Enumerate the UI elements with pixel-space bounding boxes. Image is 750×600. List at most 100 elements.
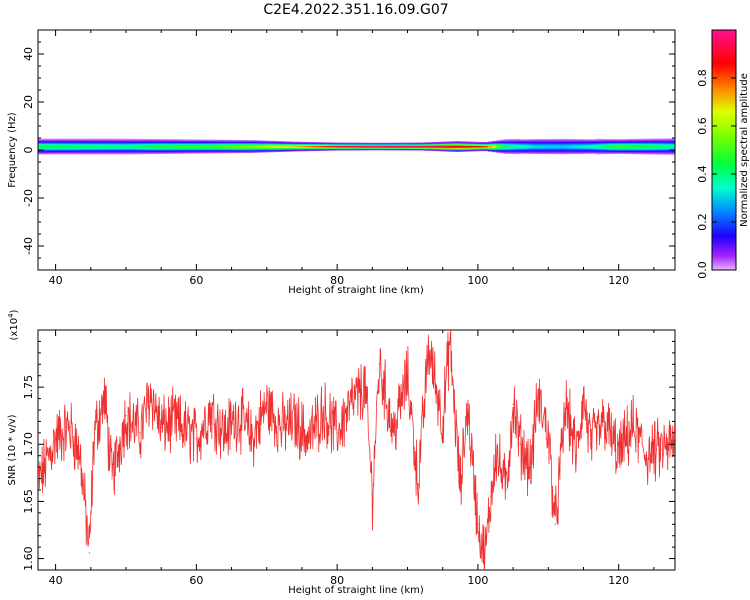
spectrogram-cell (249, 149, 254, 151)
spectrogram-cell (249, 146, 254, 148)
spectrogram-cell (611, 144, 616, 146)
spectrogram-cell (639, 139, 644, 141)
spectrogram-cell (117, 139, 123, 141)
spectrogram-cell (667, 146, 672, 148)
spectrogram-cell (563, 149, 568, 151)
spectrogram-cell (607, 145, 612, 147)
spectrogram-cell (639, 140, 644, 142)
spectrogram-cell (647, 143, 652, 145)
spectrogram-cell (499, 143, 505, 144)
spectrogram-cell (205, 148, 210, 150)
spectrogram-cell (233, 143, 238, 145)
spectrogram-cell (241, 148, 246, 150)
spectrogram-cell (460, 150, 465, 152)
spectrogram-cell (547, 149, 552, 151)
spectrogram-cell (193, 142, 198, 144)
spectrogram-cell (567, 149, 572, 151)
spectrogram-cell (276, 144, 282, 146)
spectrogram-cell (113, 143, 119, 145)
spectrogram-cell (571, 140, 576, 142)
spectrogram-cell (61, 145, 67, 147)
spectrogram-cell (193, 139, 198, 141)
spectrogram-cell (432, 148, 437, 150)
spectrogram-cell (304, 143, 310, 144)
spectrogram-cell (336, 147, 341, 148)
spectrogram-cell (599, 147, 604, 148)
spectrogram-cell (177, 147, 182, 149)
spectrogram-cell (173, 139, 178, 141)
spectrogram-cell (45, 150, 51, 152)
spectrogram-cell (519, 152, 525, 154)
spectrogram-cell (173, 143, 178, 145)
spectrogram-cell (519, 142, 525, 144)
spectrogram-cell (177, 151, 182, 153)
spectrogram-cell (495, 144, 501, 146)
spectrogram-cell (595, 152, 600, 153)
spectrogram-cell (448, 144, 453, 146)
spectrogram-cell (631, 147, 636, 148)
spectrogram-cell (81, 150, 87, 152)
spectrogram-cell (185, 142, 190, 144)
spectrogram-cell (611, 152, 616, 154)
spectrogram-cell (655, 147, 660, 148)
snr-point (69, 426, 71, 428)
spectrogram-cell (65, 150, 71, 152)
spectrogram-cell (463, 149, 469, 151)
spectrogram-cell (65, 141, 71, 143)
spectrogram-cell (69, 151, 75, 153)
spectrogram-cell (643, 152, 648, 154)
spectrogram-cell (73, 142, 79, 144)
snr-point (322, 409, 324, 411)
spectrogram-cell (49, 150, 55, 152)
spectrogram-cell (292, 142, 298, 144)
spectrogram-cell (603, 138, 608, 140)
spectrogram-cell (324, 149, 330, 150)
spectrogram-cell (531, 146, 537, 148)
spectrogram-cell (85, 143, 91, 145)
spectrogram-cell (101, 147, 107, 149)
spectrogram-cell (499, 150, 505, 152)
spectrogram-cell (531, 143, 537, 145)
spectrogram-cell (356, 145, 361, 146)
spectrogram-cell (368, 147, 373, 148)
spectrogram-cell (221, 149, 226, 151)
spectrogram-cell (272, 147, 278, 149)
spectrogram-cell (316, 148, 322, 150)
spectrogram-cell (57, 148, 63, 150)
spectrogram-cell (205, 152, 210, 154)
spectrogram-cell (97, 148, 103, 150)
spectrogram-cell (193, 145, 198, 147)
spectrogram-cell (491, 144, 497, 145)
spectrogram-cell (567, 141, 572, 143)
spectrogram-cell (169, 148, 174, 150)
spectrogram-cell (428, 146, 433, 148)
spectrogram-cell (300, 143, 306, 145)
spectrogram-cell (308, 147, 314, 149)
spectrogram-cell (53, 152, 59, 154)
spectrogram-cell (360, 143, 365, 145)
spectrogram-cell (280, 148, 286, 150)
spectrogram-cell (245, 146, 250, 148)
spectrogram-cell (531, 152, 537, 154)
spectrogram-cell (611, 148, 616, 150)
spectrogram-cell (575, 142, 580, 144)
spectrogram-cell (217, 145, 222, 147)
spectrogram-cell (551, 145, 556, 147)
spectrogram-cell (288, 141, 294, 143)
spectrogram-cell (635, 151, 640, 153)
spectrogram-cell (647, 145, 652, 147)
spectrogram-cell (444, 141, 449, 143)
spectrogram-cell (655, 139, 660, 141)
spectrogram-cell (519, 150, 525, 152)
spectrogram-cell (245, 145, 250, 147)
spectrogram-cell (579, 145, 584, 147)
spectrogram-cell (599, 149, 604, 151)
spectrogram-cell (165, 144, 170, 146)
spectrogram-cell (471, 150, 477, 152)
spectrogram-cell (647, 145, 652, 147)
spectrogram-cell (312, 143, 318, 145)
spectrogram-cell (436, 145, 441, 147)
spectrogram-cell (153, 150, 158, 151)
spectrogram-cell (49, 148, 55, 150)
spectrogram-cell (599, 145, 604, 147)
